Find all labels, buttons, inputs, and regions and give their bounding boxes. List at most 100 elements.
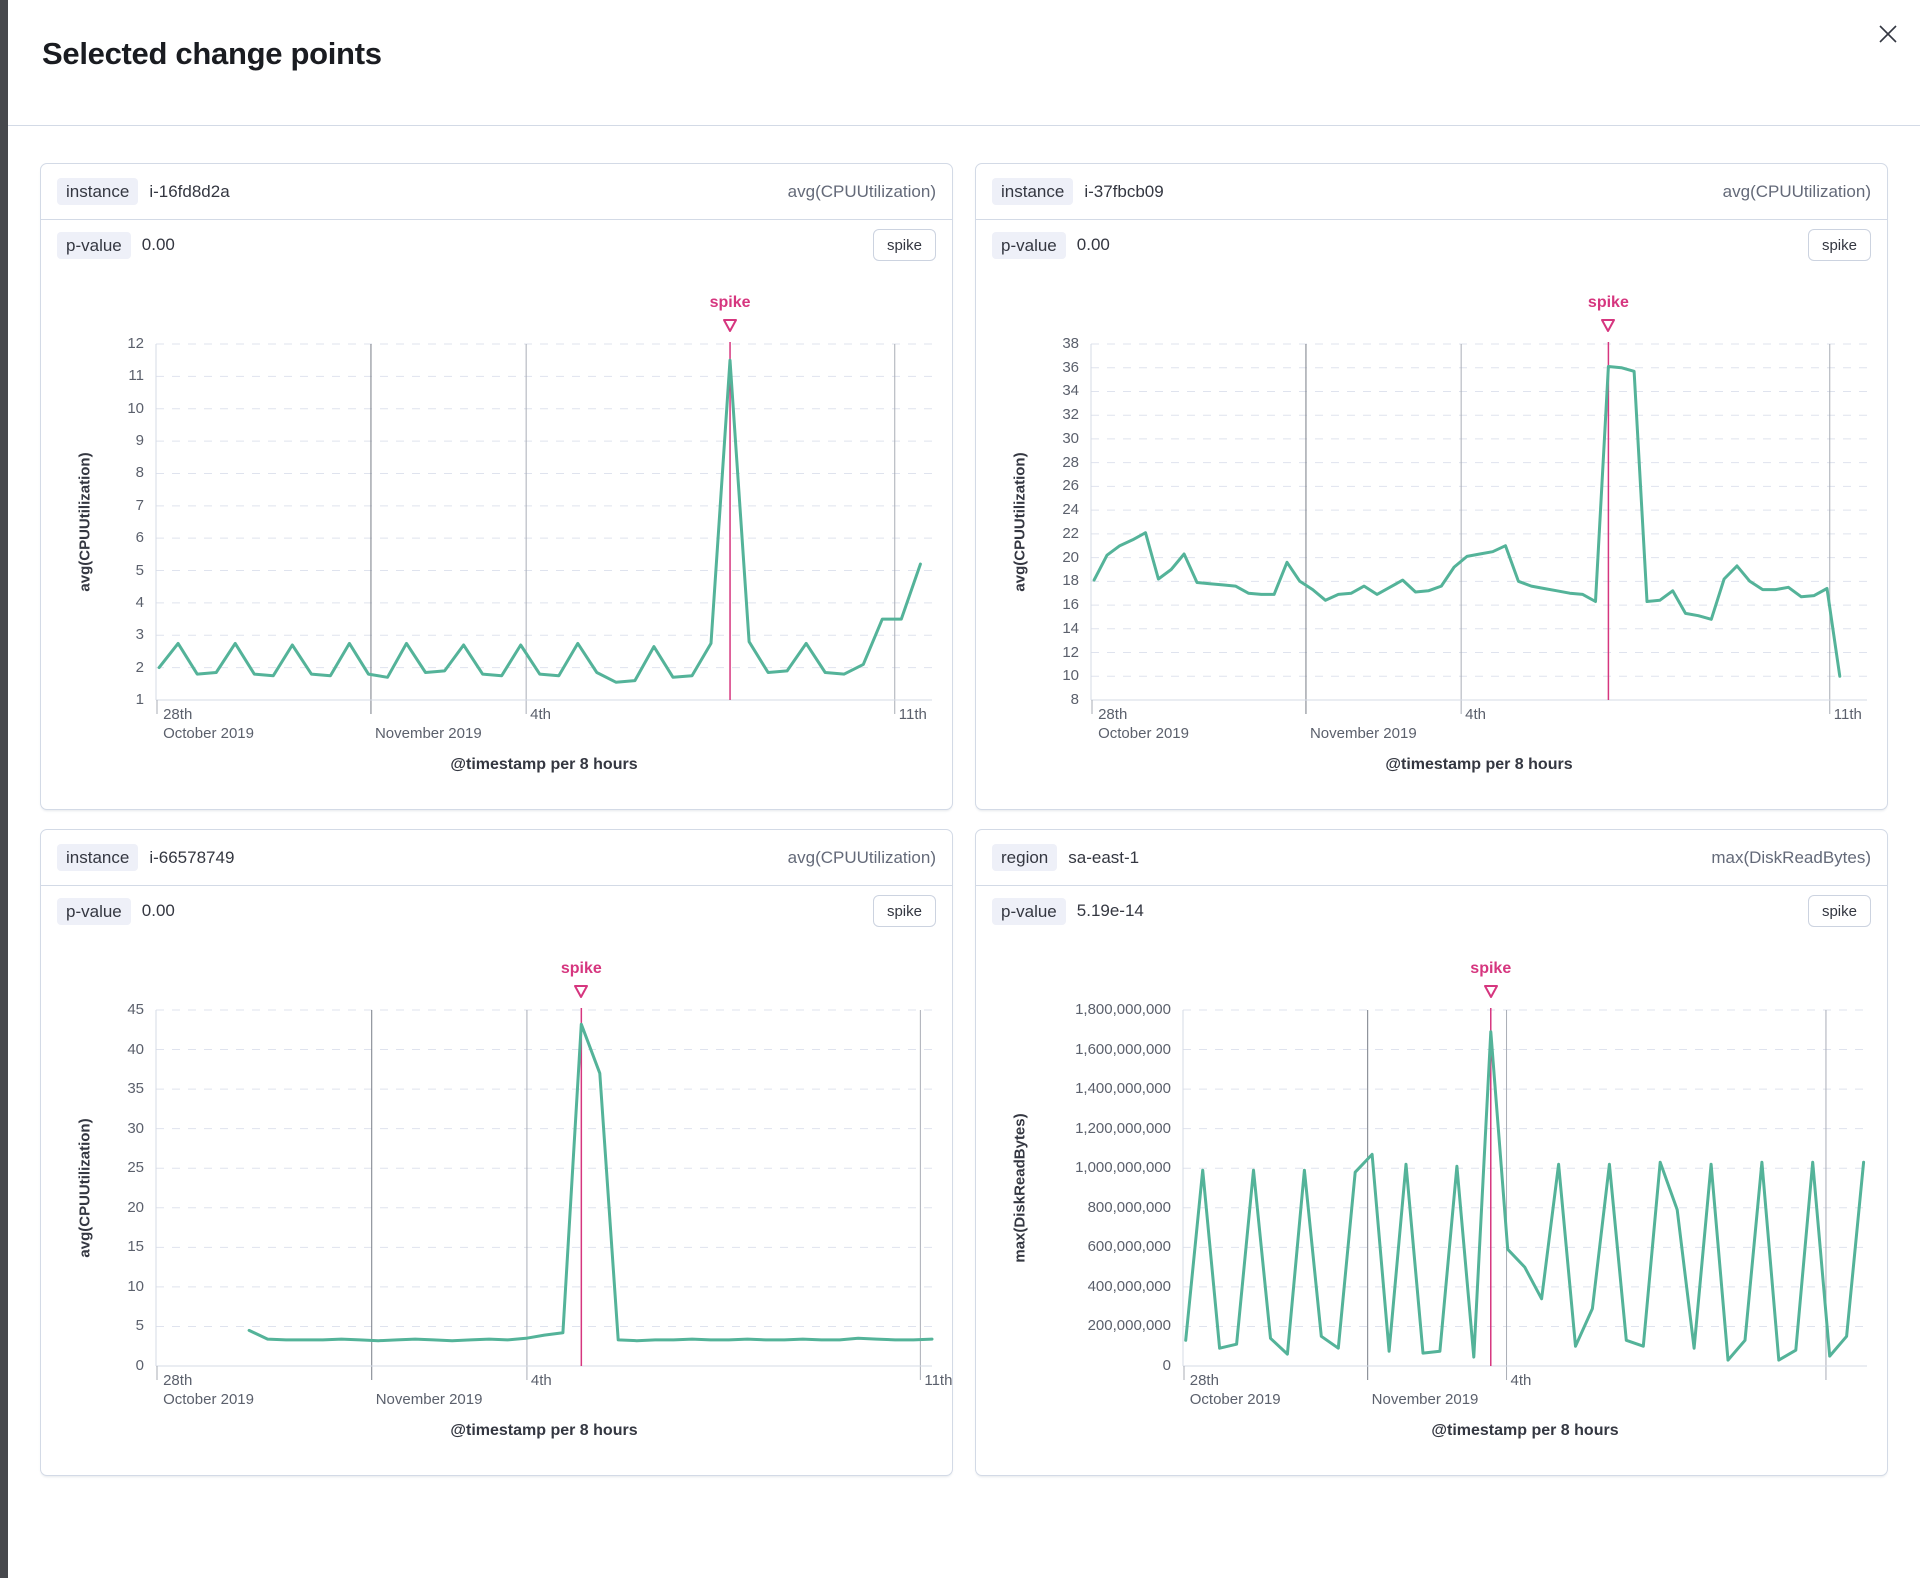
y-tick-label: 5 (135, 1317, 144, 1335)
field-value: i-16fd8d2a (149, 181, 230, 201)
y-tick-label: 16 (1062, 596, 1079, 614)
y-tick-label: 11 (128, 367, 144, 385)
y-tick-label: 20 (127, 1198, 144, 1216)
y-tick-label: 40 (127, 1040, 144, 1058)
y-tick-label: 10 (127, 1277, 144, 1295)
x-tick-label: 28th (1189, 1372, 1219, 1389)
spike-annotation-label: spike (1470, 960, 1512, 977)
change-point-card: region sa-east-1 max(DiskReadBytes) p-va… (975, 829, 1888, 1476)
y-tick-label: 0 (135, 1357, 144, 1374)
metric-label: avg(CPUUtilization) (787, 847, 936, 867)
y-tick-label: 34 (1062, 382, 1079, 400)
close-button[interactable] (1872, 18, 1904, 50)
card-subheader: p-value 0.00 spike (41, 220, 952, 270)
modal-title: Selected change points (42, 36, 382, 71)
y-tick-label: 4 (135, 593, 144, 611)
p-value: 0.00 (141, 901, 175, 920)
field-value: sa-east-1 (1068, 847, 1140, 867)
card-subheader: p-value 0.00 spike (41, 886, 952, 936)
y-axis-title: max(DiskReadBytes) (1011, 1113, 1029, 1263)
metric-label: avg(CPUUtilization) (787, 181, 936, 201)
x-tick-label: November 2019 (374, 725, 482, 742)
card-header: instance i-37fbcb09 avg(CPUUtilization) (976, 164, 1887, 220)
y-tick-label: 8 (1070, 691, 1079, 708)
y-axis-title: avg(CPUUtilization) (76, 452, 94, 592)
x-tick-label: October 2019 (163, 725, 254, 742)
series-line (1092, 365, 1842, 678)
y-tick-label: 15 (127, 1238, 144, 1256)
change-point-cards: instance i-16fd8d2a avg(CPUUtilization) … (40, 163, 1888, 1476)
x-axis-title: @timestamp per 8 hours (450, 1422, 638, 1439)
y-tick-label: 1 (135, 691, 144, 708)
x-axis-title: @timestamp per 8 hours (450, 756, 638, 773)
spike-annotation-marker-icon (1599, 318, 1617, 339)
y-tick-label: 5 (135, 561, 144, 579)
spike-annotation-label: spike (1587, 294, 1629, 311)
series-line (157, 358, 922, 684)
y-tick-label: 35 (127, 1080, 144, 1098)
x-axis-title: @timestamp per 8 hours (1431, 1422, 1619, 1439)
x-tick-label: 4th (1510, 1372, 1532, 1389)
card-subheader: p-value 0.00 spike (976, 220, 1887, 270)
change-point-card: instance i-16fd8d2a avg(CPUUtilization) … (40, 163, 953, 810)
modal-header: Selected change points (8, 0, 1920, 126)
background-page-edge (0, 0, 8, 1578)
y-tick-label: 7 (135, 496, 144, 514)
change-point-card: instance i-37fbcb09 avg(CPUUtilization) … (975, 163, 1888, 810)
y-axis-title: avg(CPUUtilization) (76, 1118, 94, 1258)
x-tick-label: 28th (1098, 706, 1128, 723)
y-axis-title: avg(CPUUtilization) (1011, 452, 1029, 592)
p-value-badge: p-value (992, 231, 1066, 259)
spike-annotation-marker-icon (1482, 984, 1500, 1005)
x-tick-label: November 2019 (1371, 1391, 1479, 1408)
change-type-button[interactable]: spike (1807, 229, 1871, 261)
x-tick-label: 4th (530, 1372, 552, 1389)
field-name-badge: region (992, 844, 1058, 871)
metric-label: max(DiskReadBytes) (1711, 847, 1871, 867)
y-tick-label: 1,000,000,000 (1075, 1159, 1171, 1177)
change-point-card: instance i-66578749 avg(CPUUtilization) … (40, 829, 953, 1476)
x-tick-label: November 2019 (375, 1391, 483, 1408)
y-tick-label: 24 (1062, 501, 1079, 519)
p-value: 0.00 (141, 235, 175, 254)
x-tick-label: October 2019 (163, 1391, 254, 1408)
spike-annotation-marker-icon (721, 318, 739, 339)
y-tick-label: 1,600,000,000 (1075, 1040, 1171, 1058)
x-tick-label: 4th (530, 706, 551, 723)
y-tick-label: 1,400,000,000 (1075, 1080, 1171, 1098)
field-value: i-66578749 (149, 847, 235, 867)
y-tick-label: 0 (1162, 1357, 1171, 1374)
p-value-badge: p-value (992, 897, 1066, 925)
y-tick-label: 14 (1062, 619, 1079, 637)
p-value: 0.00 (1076, 235, 1110, 254)
card-header: instance i-66578749 avg(CPUUtilization) (41, 830, 952, 886)
field-name-badge: instance (992, 178, 1074, 205)
selected-change-points-modal: Selected change points instance i-16fd8d… (8, 0, 1920, 1578)
y-tick-label: 20 (1062, 548, 1079, 566)
change-type-button[interactable]: spike (872, 229, 936, 261)
y-tick-label: 1,800,000,000 (1075, 1001, 1171, 1018)
y-tick-label: 10 (127, 399, 144, 417)
y-tick-label: 2 (135, 658, 144, 676)
y-tick-label: 10 (1062, 667, 1079, 685)
y-tick-label: 1,200,000,000 (1075, 1119, 1171, 1137)
change-type-button[interactable]: spike (872, 895, 936, 927)
metric-label: avg(CPUUtilization) (1722, 181, 1871, 201)
y-tick-label: 9 (135, 432, 144, 450)
y-tick-label: 30 (127, 1119, 144, 1137)
y-tick-label: 22 (1062, 524, 1079, 542)
y-tick-label: 28 (1062, 453, 1079, 471)
field-value: i-37fbcb09 (1084, 181, 1164, 201)
y-tick-label: 6 (135, 529, 144, 547)
y-tick-label: 36 (1062, 358, 1079, 376)
p-value-badge: p-value (57, 231, 131, 259)
y-tick-label: 26 (1062, 477, 1079, 495)
x-tick-label: 11th (1833, 706, 1862, 723)
card-subheader: p-value 5.19e-14 spike (976, 886, 1887, 936)
card-header: region sa-east-1 max(DiskReadBytes) (976, 830, 1887, 886)
y-tick-label: 400,000,000 (1087, 1277, 1171, 1295)
field-name-badge: instance (57, 178, 139, 205)
p-value-badge: p-value (57, 897, 131, 925)
change-type-button[interactable]: spike (1807, 895, 1871, 927)
card-header: instance i-16fd8d2a avg(CPUUtilization) (41, 164, 952, 220)
